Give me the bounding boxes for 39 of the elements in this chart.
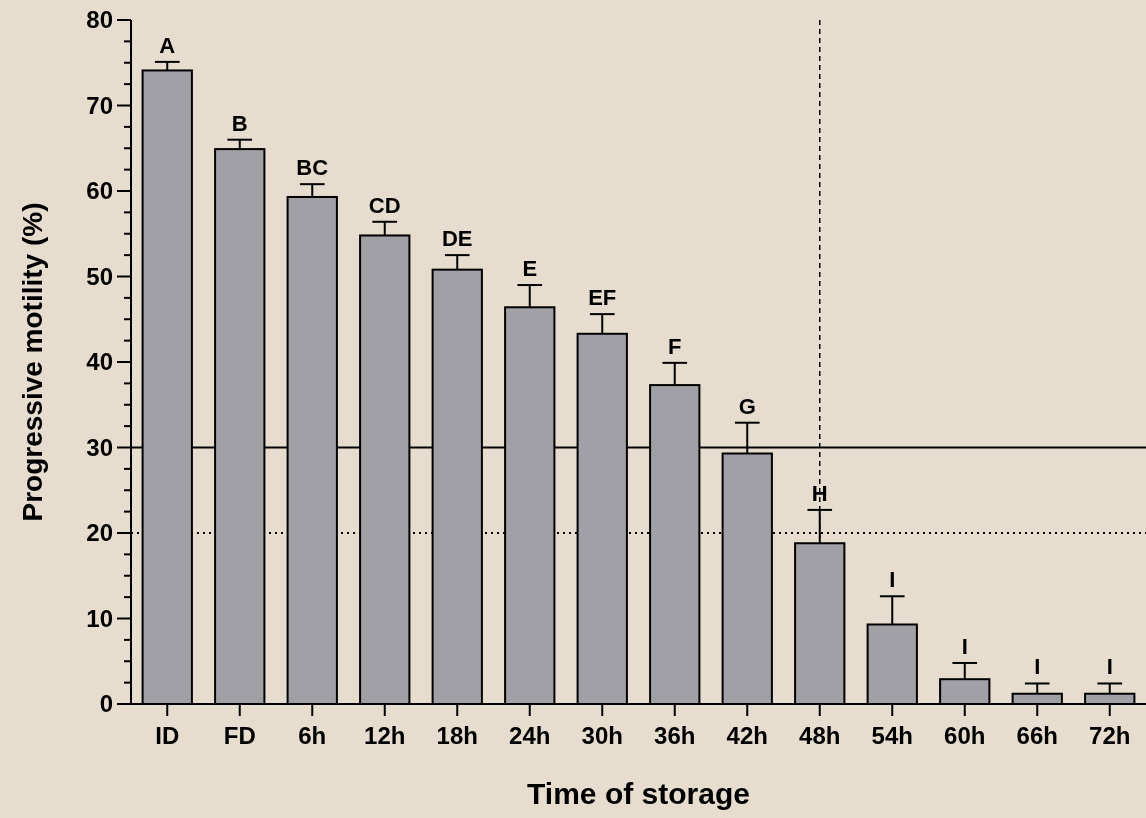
y-axis-title: Progressive motility (%): [17, 202, 48, 522]
y-tick-label: 40: [86, 348, 113, 376]
annotation: I: [1106, 654, 1113, 680]
x-tick-label: FD: [223, 722, 256, 749]
x-tick-label: 36h: [654, 722, 696, 749]
annotation: BC: [296, 155, 329, 181]
annotation: A: [159, 32, 176, 58]
x-axis-title: Time of storage: [527, 777, 750, 810]
x-tick-label: 72h: [1089, 722, 1131, 749]
annotation: B: [231, 110, 248, 136]
x-tick-label: 12h: [364, 722, 406, 749]
x-tick-label: 60h: [944, 722, 986, 749]
y-tick-label: 60: [86, 177, 113, 205]
y-tick-label: 30: [86, 433, 113, 461]
y-tick-label: 80: [86, 6, 113, 34]
y-tick-label: 20: [86, 519, 113, 547]
x-tick-label: 18h: [436, 722, 478, 749]
annotation: EF: [588, 285, 617, 311]
annotation: I: [889, 567, 896, 593]
x-tick-label: 66h: [1016, 722, 1058, 749]
annotation: H: [811, 480, 828, 506]
annotation: E: [522, 256, 538, 282]
x-tick-label: 6h: [298, 722, 327, 749]
annotation: DE: [441, 226, 473, 252]
x-tick-label: 54h: [871, 722, 913, 749]
x-tick-label: 48h: [799, 722, 841, 749]
annotation: CD: [368, 192, 401, 218]
y-tick-label: 50: [86, 262, 113, 290]
x-tick-label: 24h: [509, 722, 551, 749]
x-tick-label: 30h: [581, 722, 623, 749]
annotation: I: [1034, 654, 1041, 680]
x-tick-label: 42h: [726, 722, 768, 749]
y-tick-label: 70: [86, 91, 113, 119]
y-tick-label: 10: [86, 604, 113, 632]
annotation: F: [668, 333, 682, 359]
annotation: G: [738, 393, 756, 419]
x-tick-label: ID: [155, 722, 180, 749]
y-tick-label: 0: [99, 690, 113, 718]
annotation: I: [961, 633, 968, 659]
